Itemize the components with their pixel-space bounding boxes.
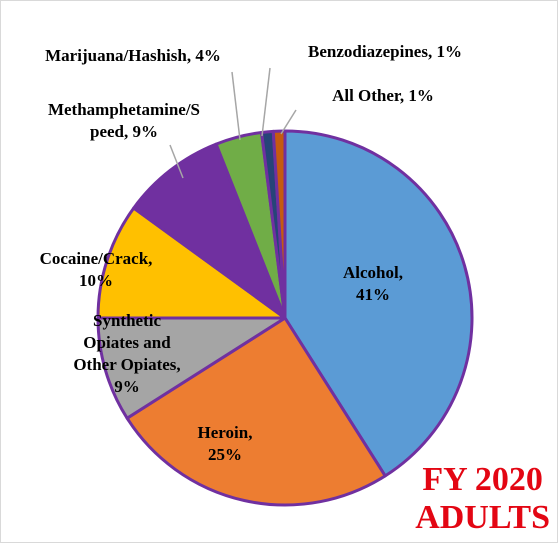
slice-label-line: 9% (114, 377, 140, 396)
slice-label-line: Heroin, (198, 423, 253, 442)
slice-labels: Alcohol, 41% Heroin, 25% Synthetic Opiates an… (40, 42, 462, 464)
pie-slice-heroin (125, 316, 387, 507)
slice-label-cocaine-crack: Cocaine/Crack, 10% (40, 249, 153, 290)
slice-label-line: Other Opiates, (73, 355, 180, 374)
pie-slice-all-other (271, 129, 287, 320)
leader-line-marijuana-hashish (231, 71, 241, 141)
chart-title-line-2: ADULTS (415, 499, 550, 536)
slice-label-line: 10% (79, 271, 113, 290)
leader-line-benzodiazepines (261, 67, 271, 137)
slice-label-synthetic-opiates-and-other-opiates: Synthetic Opiates and Other Opiates, 9% (73, 311, 180, 396)
slice-label-alcohol: Alcohol, 41% (343, 263, 403, 304)
slice-label-line: Benzodiazepines, 1% (308, 42, 462, 61)
slice-label-line: 25% (208, 445, 242, 464)
slice-label-heroin: Heroin, 25% (198, 423, 253, 464)
leader-lines (169, 67, 297, 179)
pie-slice-synthetic-opiates-and-other-opiates (96, 316, 287, 420)
pie-slice-cocaine-crack (96, 206, 287, 320)
slice-label-line: Synthetic (93, 311, 161, 330)
chart-title: FY 2020 ADULTS (415, 461, 550, 537)
slice-label-line: peed, 9% (90, 122, 158, 141)
slice-label-line: Opiates and (83, 333, 171, 352)
slice-label-marijuana-hashish: Marijuana/Hashish, 4% (45, 46, 221, 65)
slice-label-line: Alcohol, (343, 263, 403, 282)
slice-label-methamphetamine-speed: Methamphetamine/S peed, 9% (48, 100, 200, 141)
leader-line-methamphetamine-speed (169, 144, 184, 179)
chart-title-line-1: FY 2020 (422, 461, 543, 498)
leader-line-all-other (280, 109, 297, 135)
slice-label-line: Methamphetamine/S (48, 100, 200, 119)
slice-label-line: 41% (356, 285, 390, 304)
slice-label-line: Marijuana/Hashish, 4% (45, 46, 221, 65)
slice-label-benzodiazepines: Benzodiazepines, 1% (308, 42, 462, 61)
pie-slice-methamphetamine-speed (132, 142, 287, 320)
pie-slices (96, 129, 474, 507)
slice-label-line: Cocaine/Crack, (40, 249, 153, 268)
slice-label-line: All Other, 1% (332, 86, 434, 105)
slice-label-all-other: All Other, 1% (332, 86, 434, 105)
